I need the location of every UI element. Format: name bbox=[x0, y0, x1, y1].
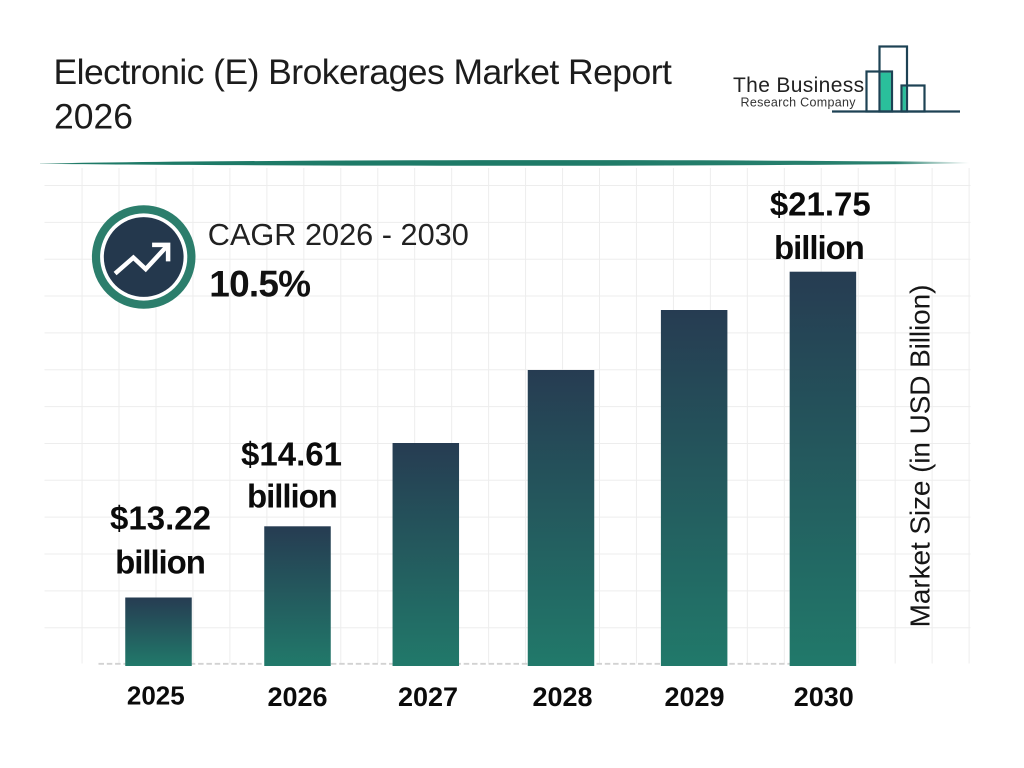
svg-text:Market Size (in USD Billion): Market Size (in USD Billion) bbox=[905, 285, 936, 628]
svg-text:10.5%: 10.5% bbox=[209, 264, 310, 305]
svg-text:2029: 2029 bbox=[664, 682, 724, 712]
svg-text:CAGR 2026 - 2030: CAGR 2026 - 2030 bbox=[208, 217, 469, 252]
svg-text:billion: billion bbox=[115, 544, 205, 581]
svg-text:$14.61: $14.61 bbox=[241, 436, 342, 473]
svg-text:2027: 2027 bbox=[398, 682, 458, 712]
svg-text:The Business: The Business bbox=[733, 74, 864, 97]
svg-text:billion: billion bbox=[247, 477, 337, 514]
svg-text:$13.22: $13.22 bbox=[110, 499, 211, 536]
svg-text:$21.75: $21.75 bbox=[770, 186, 871, 223]
svg-text:2030: 2030 bbox=[794, 682, 854, 712]
svg-text:billion: billion bbox=[774, 229, 864, 266]
svg-text:2025: 2025 bbox=[127, 681, 185, 711]
svg-text:2026: 2026 bbox=[267, 682, 327, 712]
svg-text:Electronic (E) Brokerages Mark: Electronic (E) Brokerages Market Report bbox=[54, 52, 672, 92]
svg-text:2026: 2026 bbox=[54, 97, 133, 137]
svg-text:Research Company: Research Company bbox=[741, 95, 857, 109]
svg-text:2028: 2028 bbox=[532, 682, 592, 712]
